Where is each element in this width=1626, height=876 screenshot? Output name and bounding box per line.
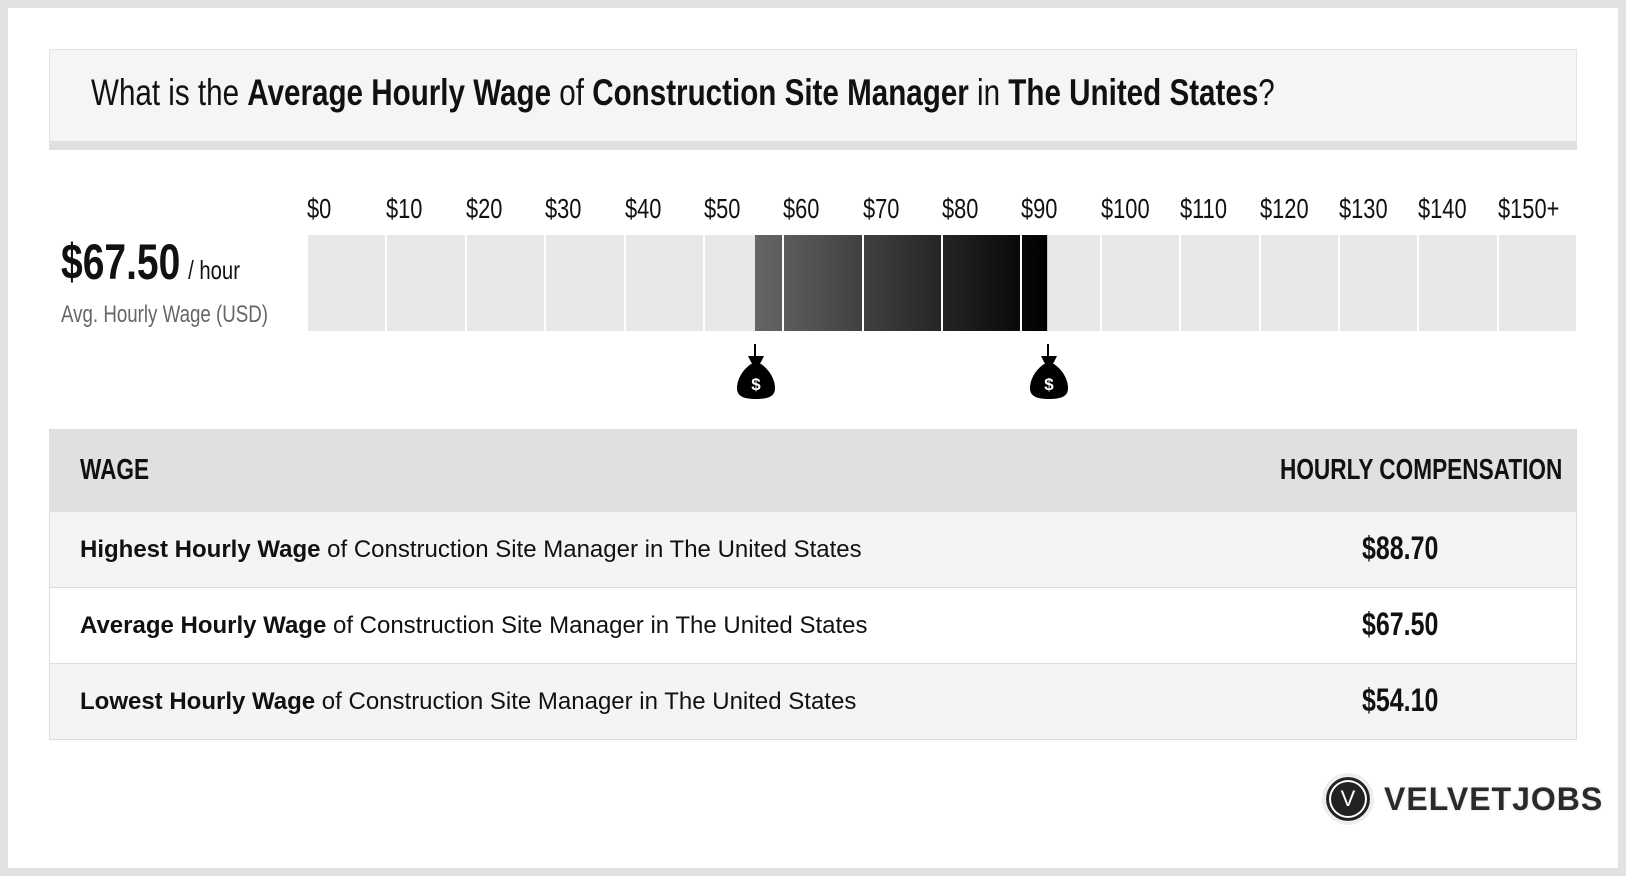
header-hourly-compensation: HOURLY COMPENSATION	[1280, 454, 1563, 486]
wage-card: What is the Average Hourly Wage of Const…	[8, 8, 1618, 868]
page-title: What is the Average Hourly Wage of Const…	[91, 72, 1275, 113]
row-label: Average Hourly Wage of Construction Site…	[80, 612, 868, 639]
svg-text:$: $	[1044, 375, 1054, 394]
scale-segment	[1339, 235, 1418, 331]
header-wage: WAGE	[80, 454, 150, 486]
average-wage-label: Avg. Hourly Wage (USD)	[61, 301, 269, 328]
row-label: Highest Hourly Wage of Construction Site…	[80, 536, 862, 563]
wage-range-bar	[307, 235, 1577, 331]
velvetjobs-logo: V VELVETJOBS	[1322, 772, 1603, 826]
svg-text:$: $	[751, 375, 761, 394]
logo-text: VELVETJOBS	[1384, 780, 1604, 817]
tick-label: $120	[1259, 193, 1309, 224]
tick-label: $110	[1180, 193, 1228, 224]
tick-label: $50	[703, 193, 741, 224]
tick-label: $150+	[1497, 193, 1559, 224]
logo-mark-icon: V	[1322, 773, 1374, 825]
tick-label: $40	[624, 193, 661, 224]
scale-segment	[466, 235, 545, 331]
title-box: What is the Average Hourly Wage of Const…	[49, 49, 1577, 150]
wage-table: WAGE HOURLY COMPENSATION Highest Hourly …	[49, 429, 1577, 740]
money-bag-icon: $	[1029, 356, 1068, 399]
row-label: Lowest Hourly Wage of Construction Site …	[80, 688, 857, 715]
tick-label: $10	[386, 193, 423, 224]
scale-ticks: $0 $10 $20 $30 $40 $50 $60 $70 $80 $90 $100 $110 $12…	[307, 193, 1607, 224]
range-fill	[943, 235, 1021, 331]
tick-label: $30	[545, 193, 582, 224]
row-value: $54.10	[1362, 682, 1439, 718]
table-header: WAGE HOURLY COMPENSATION	[50, 430, 1576, 511]
range-fill	[1022, 235, 1048, 331]
range-fill	[784, 235, 862, 331]
range-fill	[863, 235, 941, 331]
tick-label: $60	[783, 193, 820, 224]
tick-label: $130	[1338, 193, 1388, 224]
tick-label: $20	[465, 193, 503, 224]
scale-segment	[1101, 235, 1180, 331]
range-high-tick	[1046, 344, 1049, 356]
scale-segment	[387, 235, 465, 331]
scale-segment	[1181, 235, 1259, 331]
table-row: Highest Hourly Wage of Construction Site…	[50, 511, 1576, 587]
table-row: Average Hourly Wage of Construction Site…	[50, 587, 1576, 663]
tick-label: $140	[1418, 193, 1467, 224]
tick-label: $70	[862, 193, 900, 224]
scale-segment	[1498, 235, 1576, 331]
average-wage-value: $67.50/ hour	[61, 234, 240, 290]
scale-segment	[1419, 235, 1497, 331]
row-value: $88.70	[1362, 530, 1439, 566]
table-row: Lowest Hourly Wage of Construction Site …	[50, 663, 1576, 739]
tick-label: $0	[307, 193, 332, 224]
scale-segment	[625, 235, 703, 331]
scale-segment	[546, 235, 624, 331]
unit-label: / hour	[188, 255, 240, 285]
tick-label: $100	[1100, 193, 1150, 224]
row-value: $67.50	[1362, 606, 1439, 642]
range-low-tick	[754, 344, 757, 356]
scale-segment	[308, 235, 386, 331]
tick-label: $90	[1021, 193, 1058, 224]
tick-label: $80	[942, 193, 979, 224]
money-bag-icon: $	[737, 356, 776, 399]
scale-segment	[1260, 235, 1338, 331]
range-fill	[755, 235, 783, 331]
